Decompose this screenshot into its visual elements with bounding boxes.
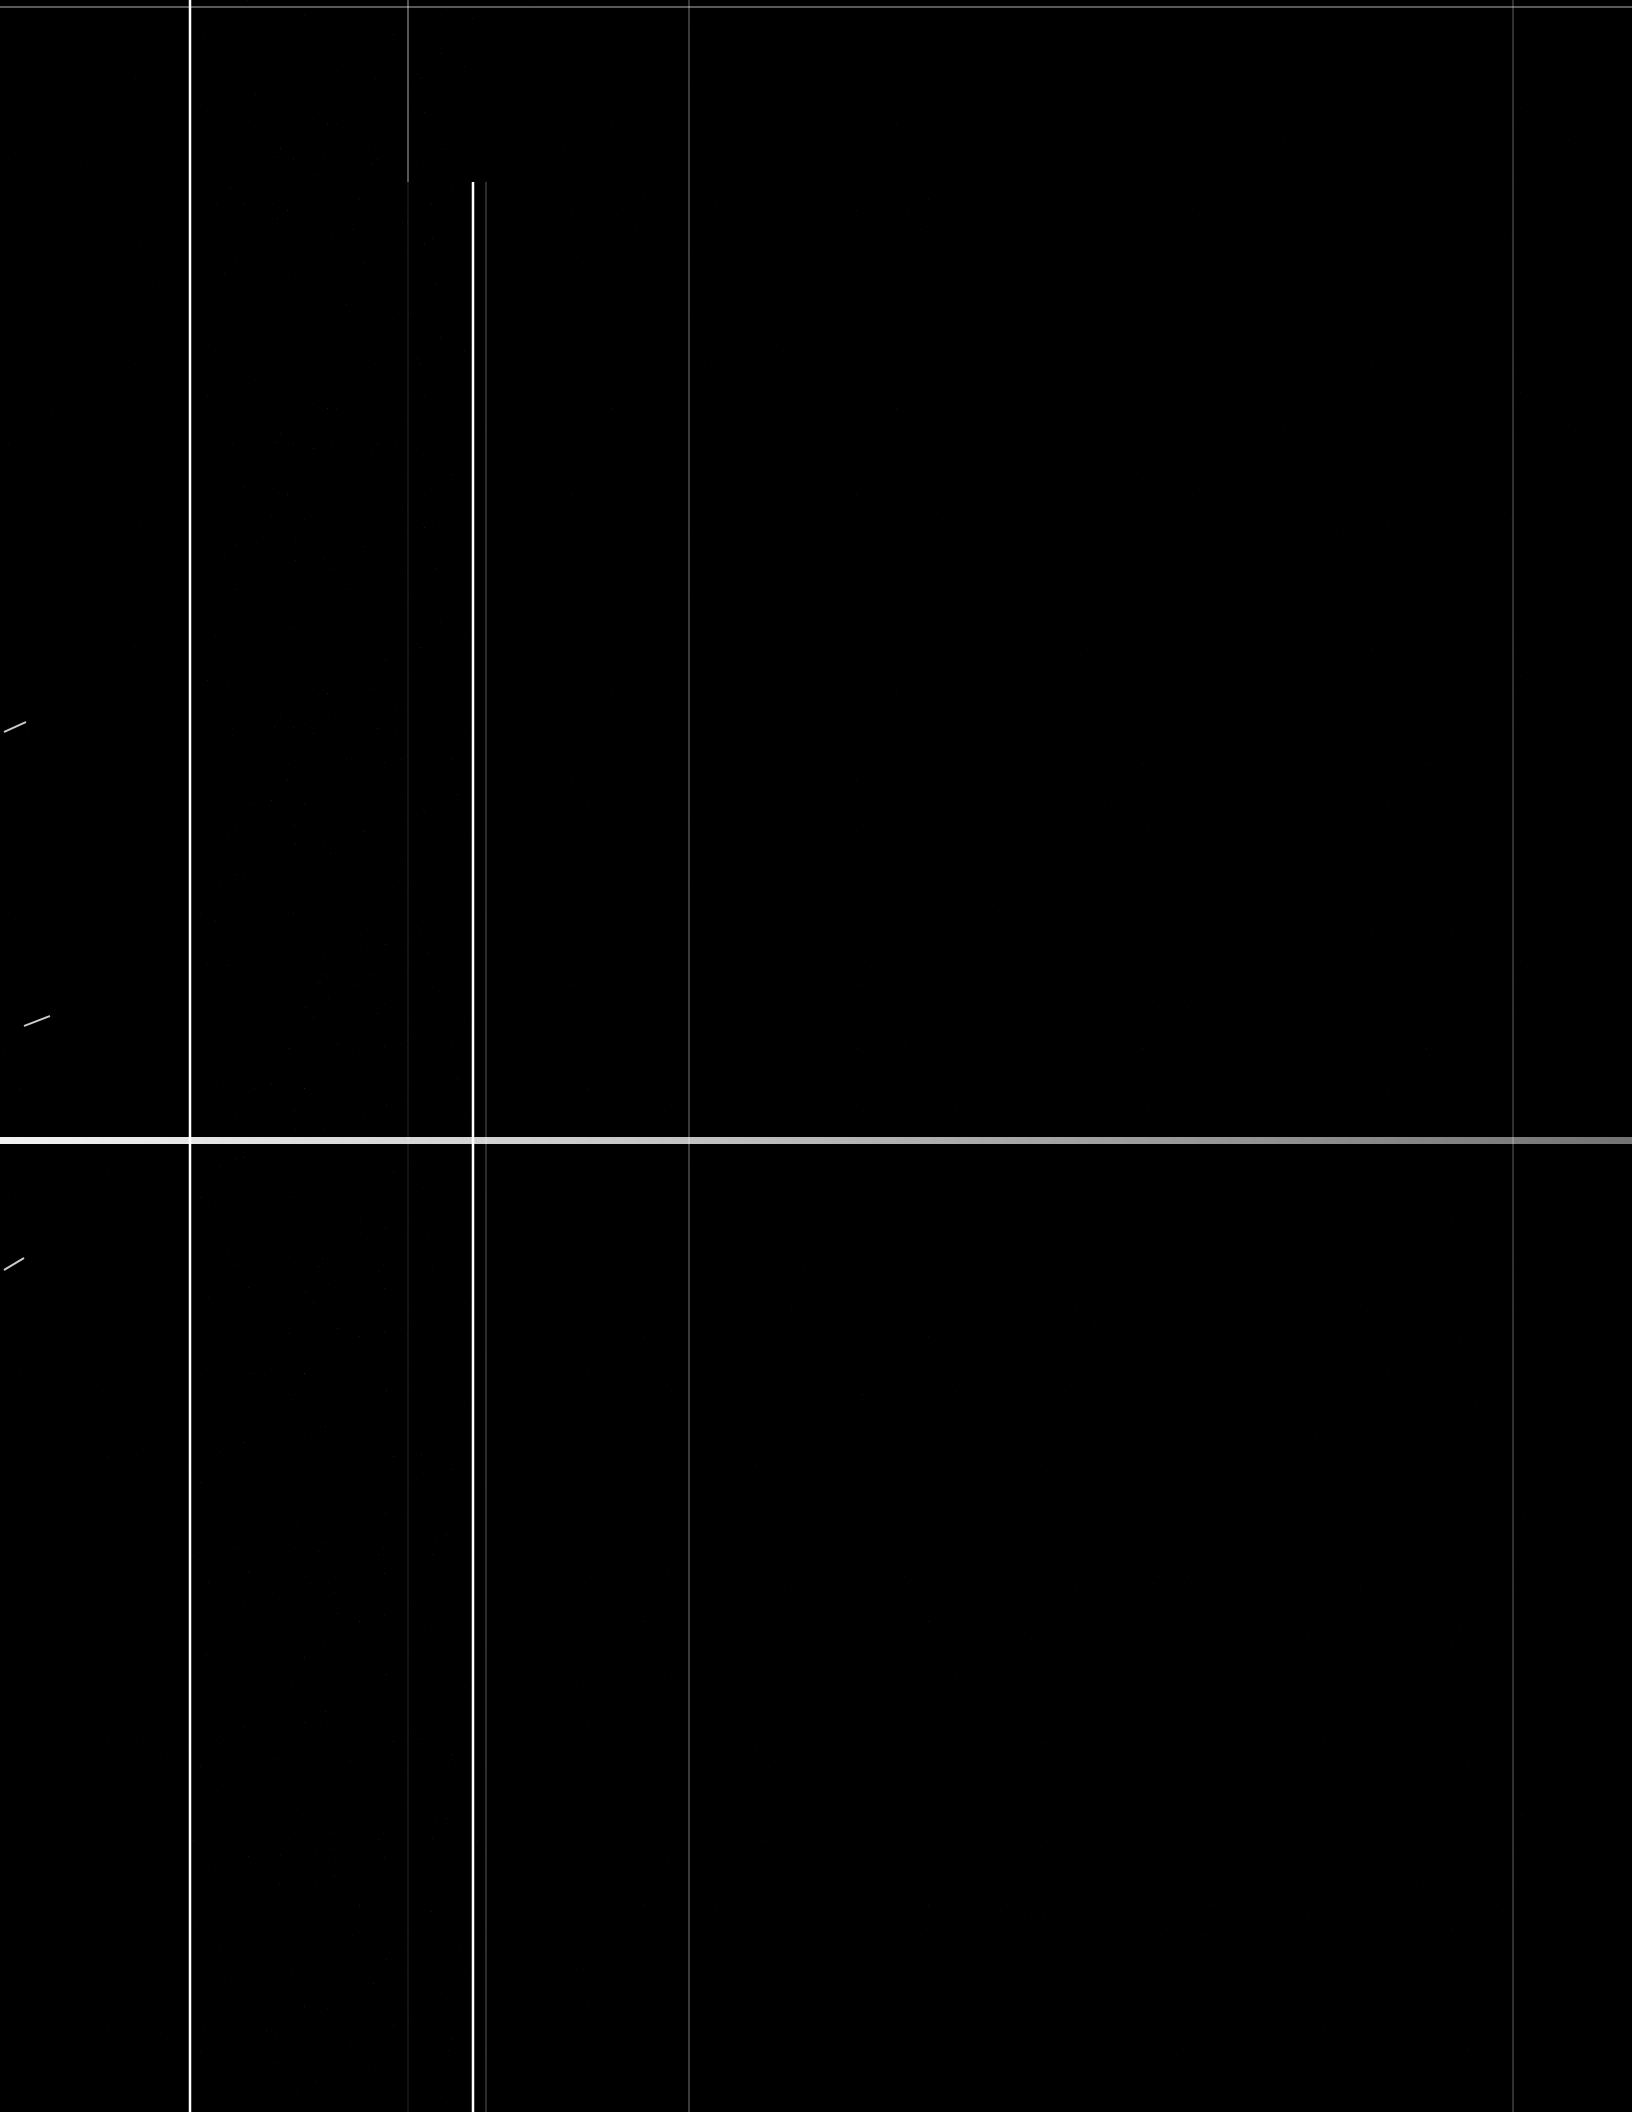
- horizontal-crease: [0, 1137, 1632, 1144]
- noise-band: [195, 0, 475, 2112]
- scratch: [3, 721, 51, 1271]
